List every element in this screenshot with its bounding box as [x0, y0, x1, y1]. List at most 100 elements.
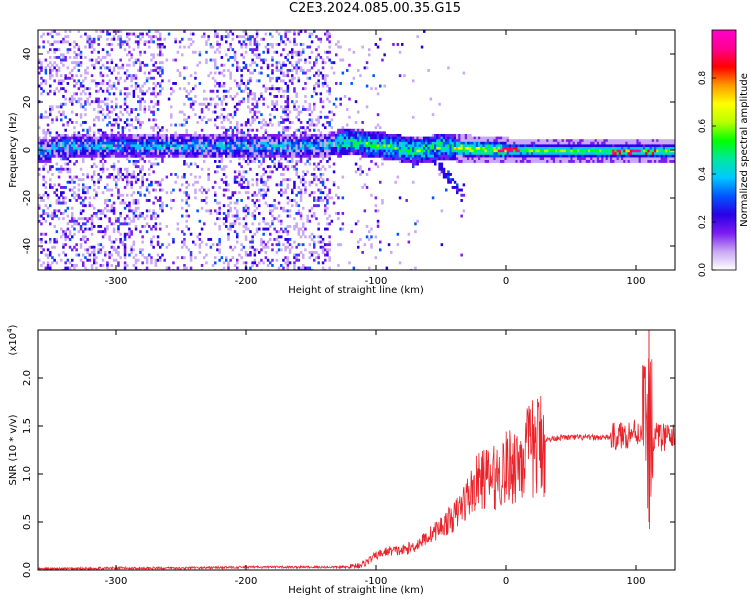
- spectrogram-cell: [101, 100, 105, 104]
- spectrogram-cell: [238, 154, 241, 158]
- spectrogram-cell: [313, 147, 316, 150]
- spectrogram-cell: [348, 144, 351, 148]
- spectrogram-cell: [249, 167, 252, 171]
- spectrogram-cell: [412, 154, 415, 158]
- spectrogram-cell: [112, 165, 116, 169]
- spectrogram-cell: [183, 147, 186, 150]
- spectrogram-cell: [207, 178, 210, 182]
- spectrogram-cell: [64, 147, 67, 150]
- spectrogram-cell: [55, 105, 59, 109]
- spectrogram-cell: [145, 134, 149, 137]
- spectrogram-cell: [42, 40, 45, 44]
- spectrogram-cell: [141, 136, 144, 140]
- spectrogram-cell: [238, 253, 241, 257]
- spectrogram-cell: [137, 100, 140, 104]
- spectrogram-cell: [308, 193, 312, 197]
- spectrogram-cell: [167, 144, 171, 148]
- spectrogram-cell: [247, 128, 250, 132]
- spectrogram-cell: [277, 152, 281, 156]
- spectrogram-cell: [317, 45, 320, 49]
- spectrogram-cell: [192, 149, 195, 153]
- spectrogram-cell: [137, 165, 140, 169]
- spectrogram-cell: [247, 157, 250, 161]
- spectrogram-cell: [227, 69, 230, 72]
- spectrogram-cell: [381, 199, 384, 202]
- spectrogram-cell: [156, 43, 160, 46]
- spectrogram-cell: [286, 115, 290, 119]
- spectrogram-cell: [317, 162, 320, 166]
- spectrogram-cell: [145, 178, 149, 182]
- spectrogram-cell: [374, 154, 378, 158]
- spectrogram-cell: [255, 180, 259, 184]
- spectrogram-cell: [319, 40, 323, 44]
- spectrogram-cell: [68, 149, 72, 153]
- spectrogram-cell: [192, 108, 195, 111]
- spectrogram-cell: [119, 214, 122, 218]
- spectrogram-cell: [251, 212, 254, 215]
- spectrogram-cell: [115, 186, 118, 189]
- spectrogram-cell: [313, 123, 316, 127]
- spectrogram-cell: [152, 154, 155, 158]
- spectrogram-cell: [431, 136, 435, 140]
- spectrogram-cell: [244, 87, 248, 91]
- spectrogram-cell: [161, 149, 164, 153]
- spectrogram-cell: [436, 141, 439, 145]
- spectrogram-cell: [231, 32, 235, 36]
- spectrogram-cell: [196, 235, 199, 239]
- spectrogram-cell: [255, 183, 259, 187]
- spectrogram-cell: [277, 61, 281, 65]
- spectrogram-cell: [222, 89, 226, 93]
- spectrogram-cell: [123, 251, 127, 254]
- spectrogram-cell: [86, 136, 89, 140]
- spectrogram-cell: [233, 141, 237, 145]
- spectrogram-cell: [326, 134, 329, 137]
- spectrogram-cell: [396, 175, 400, 179]
- spectrogram-cell: [194, 141, 197, 145]
- spectrogram-cell: [73, 141, 76, 145]
- spectrogram-cell: [260, 175, 263, 179]
- spectrogram-cell: [117, 131, 120, 135]
- spectrogram-cell: [249, 139, 252, 143]
- spectrogram-cell: [176, 139, 180, 143]
- spectrogram-cell: [79, 217, 83, 221]
- spectrogram-cell: [132, 217, 136, 221]
- spectrogram-cell: [363, 183, 367, 187]
- spectrogram-cell: [225, 89, 228, 93]
- spectrogram-cell: [319, 154, 323, 158]
- spectrogram-cell: [38, 160, 41, 163]
- spectrogram-cell: [434, 162, 437, 166]
- spectrogram-cell: [132, 264, 136, 267]
- spectrogram-cell: [277, 243, 281, 247]
- spectrogram-cell: [275, 206, 279, 210]
- spectrogram-cell: [112, 66, 116, 70]
- spectrogram-cell: [319, 100, 323, 104]
- spectrogram-cell: [170, 154, 173, 158]
- spectrogram-cell: [161, 253, 164, 257]
- spectrogram-cell: [73, 264, 76, 267]
- spectrogram-cell: [90, 219, 94, 223]
- spectrogram-cell: [71, 152, 74, 156]
- spectrogram-cell: [346, 128, 349, 132]
- spectrogram-cell: [132, 32, 136, 36]
- spectrogram-cell: [159, 147, 162, 150]
- spectrogram-cell: [220, 37, 224, 41]
- spectrogram-cell: [249, 141, 252, 145]
- spectrogram-cell: [130, 110, 133, 114]
- spectrogram-cell: [403, 74, 406, 78]
- spectrogram-cell: [247, 97, 250, 101]
- spectrogram-cell: [134, 82, 138, 85]
- spectrogram-cell: [275, 134, 279, 137]
- spectrogram-cell: [148, 152, 151, 156]
- spectrogram-cell: [258, 204, 261, 208]
- spectrogram-cell: [139, 121, 142, 124]
- spectrogram-cell: [88, 95, 92, 98]
- spectrogram-cell: [137, 154, 140, 158]
- spectrogram-cell: [93, 118, 96, 122]
- spectrogram-cell: [233, 58, 237, 62]
- spectrogram-cell: [99, 243, 103, 247]
- spectrogram-cell: [264, 144, 268, 148]
- spectrogram-cell: [240, 136, 243, 140]
- spectrogram-cell: [79, 209, 83, 213]
- spectrogram-cell: [467, 134, 470, 137]
- spectrogram-cell: [93, 225, 96, 228]
